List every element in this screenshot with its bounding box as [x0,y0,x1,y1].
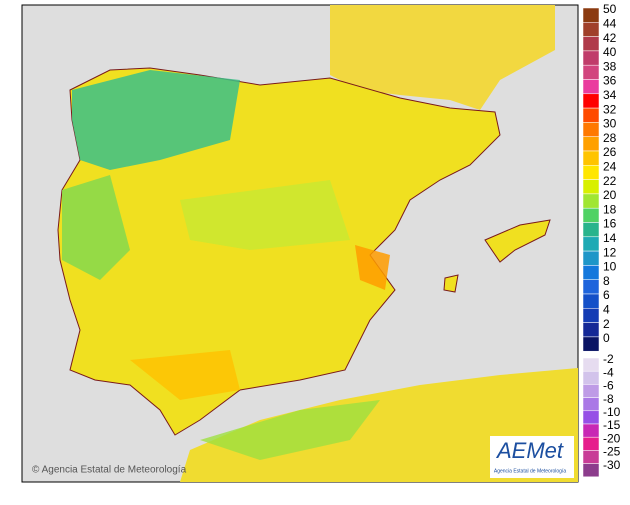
legend-label: 24 [603,159,617,173]
copyright: © Agencia Estatal de Meteorología [32,465,187,476]
legend-swatch [582,36,600,52]
legend-label: 4 [603,302,610,316]
legend-swatch [582,436,600,451]
legend-swatch [582,207,600,223]
legend-label: 8 [603,274,610,288]
legend-label: 12 [603,245,617,259]
legend-swatch [582,222,600,238]
legend-label: 0 [603,331,610,345]
legend-label: 38 [603,59,617,73]
legend-swatch [582,308,600,323]
legend-swatch [582,370,600,385]
legend-label: -2 [603,352,614,366]
legend-label: 16 [603,217,617,231]
logo-box [490,436,574,478]
legend-swatch [582,107,600,123]
legend-label: 32 [603,102,617,116]
central-band [180,180,350,250]
legend-label: -25 [603,445,621,459]
legend-swatch [582,450,600,464]
legend-swatch [582,357,600,372]
legend-label: 14 [603,231,617,245]
logo-name: AEMet [495,438,564,463]
legend-swatch [582,136,600,152]
france [330,5,555,110]
legend-label: 50 [603,2,617,16]
legend-label: -4 [603,365,614,379]
logo-subtitle: Agencia Estatal de Meteorología [494,468,566,474]
valencia [355,245,390,290]
ibiza [443,274,459,293]
legend-swatch [582,150,600,166]
legend-swatch [582,22,600,37]
legend-swatch [582,410,600,425]
legend: 5044424038363432302826242220181614121086… [582,2,621,478]
legend-label: -15 [603,418,621,432]
rif-green [200,400,380,460]
legend-label: 6 [603,288,610,302]
legend-label: 34 [603,88,617,102]
legend-swatch [582,423,600,438]
legend-swatch [582,193,600,209]
legend-label: 42 [603,31,617,45]
iberia [57,67,501,436]
legend-swatch [582,50,600,66]
legend-label: 36 [603,74,617,88]
legend-swatch [582,179,600,195]
legend-label: 30 [603,117,617,131]
legend-swatch [582,322,600,338]
legend-swatch [582,93,600,109]
mallorca-menorca [484,219,551,263]
legend-label: 20 [603,188,617,202]
legend-swatch [582,7,600,23]
guadalquivir [130,350,240,400]
portugal-green [62,175,130,280]
legend-swatch [582,265,600,280]
legend-swatch [582,64,600,80]
legend-label: 26 [603,145,617,159]
north-green [72,70,240,170]
legend-swatch [582,293,600,309]
legend-swatch [582,165,600,180]
legend-label: 22 [603,174,617,188]
legend-swatch [582,384,600,398]
legend-label: -30 [603,458,621,472]
legend-swatch [582,336,600,352]
legend-label: 18 [603,202,617,216]
legend-label: -20 [603,431,621,445]
legend-label: 40 [603,45,617,59]
legend-swatch [582,279,600,295]
legend-swatch [582,122,600,137]
legend-label: -8 [603,392,614,406]
legend-label: 44 [603,16,617,30]
legend-swatch [582,236,600,252]
legend-swatch [582,250,600,266]
legend-swatch [582,463,600,478]
legend-swatch [582,79,600,95]
map-land [57,5,578,482]
legend-label: 28 [603,131,617,145]
legend-swatch [582,397,600,412]
legend-label: 10 [603,260,617,274]
legend-label: -6 [603,379,614,393]
legend-label: -10 [603,405,621,419]
legend-label: 2 [603,317,610,331]
